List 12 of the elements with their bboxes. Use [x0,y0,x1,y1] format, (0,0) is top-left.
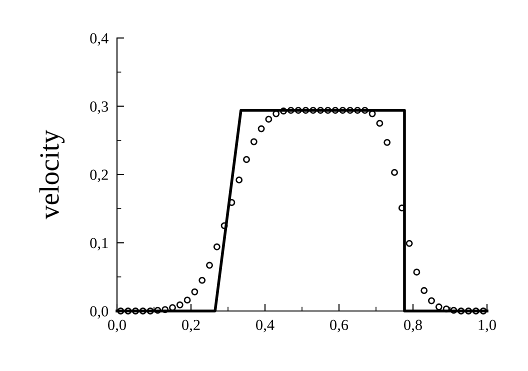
y-axis-title: velocity [39,130,65,220]
x-tick-label: 0,4 [256,320,274,332]
x-tick-label: 0,8 [404,320,422,332]
x-tick-label: 0,0 [108,320,126,332]
y-tick-label: 0,0 [90,306,108,319]
y-tick-label: 0,1 [90,238,108,250]
y-tick-label: 0,3 [90,101,108,114]
x-tick-label: 1,0 [478,320,496,332]
x-tick-label: 0,6 [330,320,348,332]
y-tick-label: 0,2 [90,170,108,182]
x-tick-label: 0,2 [182,320,200,332]
y-tick-label: 0,4 [90,33,108,46]
